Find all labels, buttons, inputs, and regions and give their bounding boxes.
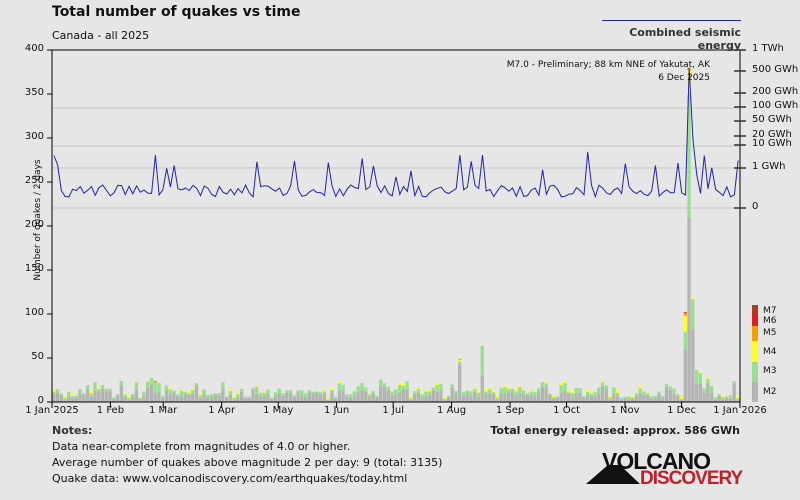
left-tick-label: 50: [31, 351, 44, 362]
x-tick-label: 1 May: [263, 405, 294, 416]
left-tick-label: 400: [24, 43, 44, 54]
magnitude-legend-label: M4: [763, 347, 777, 357]
logo-text-top: VOLCANO: [602, 448, 711, 474]
x-tick-label: 1 Jan 2025: [25, 405, 79, 416]
left-tick-label: 0: [37, 395, 44, 406]
x-tick-label: 1 Jul: [382, 405, 404, 416]
right-tick-label: 200 GWh: [752, 86, 799, 97]
x-tick-label: 1 Jan 2026: [713, 405, 767, 416]
left-tick-label: 100: [24, 307, 44, 318]
left-tick-label: 150: [24, 263, 44, 274]
event-annotation-line1: M7.0 - Preliminary; 88 km NNE of Yakutat…: [506, 60, 710, 70]
left-tick-label: 200: [24, 219, 44, 230]
event-annotation-line2: 6 Dec 2025: [658, 73, 710, 83]
notes-title: Notes:: [52, 424, 93, 437]
energy-legend-label: Combined seismic energy: [629, 26, 741, 52]
x-tick-label: 1 Sep: [495, 405, 525, 416]
volcano-logo-icon: [586, 465, 640, 484]
right-tick-label: 20 GWh: [752, 129, 792, 140]
note-source[interactable]: Quake data: www.volcanodiscovery.com/ear…: [52, 472, 408, 485]
right-tick-label: 0: [752, 201, 759, 212]
right-tick-label: 10 GWh: [752, 138, 792, 149]
left-tick-label: 250: [24, 175, 44, 186]
magnitude-legend-label: M3: [763, 366, 777, 376]
chart-title: Total number of quakes vs time: [52, 4, 301, 20]
right-tick-label: 1 TWh: [752, 43, 784, 54]
note-completeness: Data near-complete from magnitudes of 4.…: [52, 440, 351, 453]
chart-subtitle: Canada - all 2025: [52, 29, 150, 42]
right-tick-label: 500 GWh: [752, 64, 799, 75]
magnitude-legend-label: M6: [763, 316, 777, 326]
x-tick-label: 1 Oct: [553, 405, 580, 416]
note-average: Average number of quakes above magnitude…: [52, 456, 443, 469]
right-tick-label: 50 GWh: [752, 114, 792, 125]
x-tick-label: 1 Dec: [667, 405, 697, 416]
left-tick-label: 300: [24, 131, 44, 142]
energy-legend-line: [602, 20, 741, 21]
x-tick-label: 1 Apr: [208, 405, 236, 416]
magnitude-legend-label: M7: [763, 306, 777, 316]
x-tick-label: 1 Feb: [96, 405, 125, 416]
right-tick-label: 1 GWh: [752, 161, 786, 172]
right-tick-label: 100 GWh: [752, 100, 799, 111]
total-energy: Total energy released: approx. 586 GWh: [490, 424, 740, 437]
magnitude-legend-label: M5: [763, 328, 777, 338]
x-tick-label: 1 Nov: [610, 405, 640, 416]
volcanodiscovery-logo[interactable]: VOLCANO DISCOVERY: [584, 448, 744, 489]
x-tick-label: 1 Aug: [437, 405, 467, 416]
x-tick-label: 1 Mar: [148, 405, 178, 416]
logo-text-bottom: DISCOVERY: [640, 468, 743, 489]
magnitude-legend-label: M2: [763, 387, 777, 397]
x-tick-label: 1 Jun: [324, 405, 350, 416]
left-tick-label: 350: [24, 87, 44, 98]
